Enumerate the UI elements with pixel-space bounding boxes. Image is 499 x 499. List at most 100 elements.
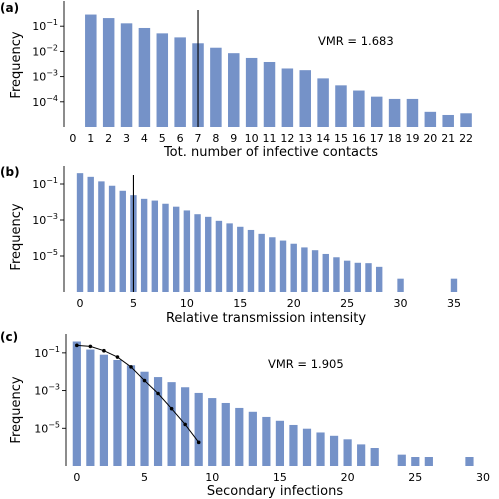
x-tick-label: 10	[180, 297, 194, 310]
panel-b-y-ticks: 10−5 10−3 10−1	[32, 176, 64, 263]
bar	[365, 263, 372, 292]
bar	[311, 250, 319, 292]
panel-a-x-ticks: 0 1 2 3 4 5 6 7 8 9 10 11 12 13 14 15 16 17 18 19 20 21 22	[69, 132, 473, 145]
x-tick-label: 15	[334, 132, 348, 145]
bar	[228, 53, 240, 127]
x-tick-label: 5	[159, 132, 166, 145]
bar	[156, 33, 169, 127]
panel-b-label: (b)	[0, 165, 20, 179]
y-tick-label: 10−3	[32, 69, 58, 84]
bar	[329, 435, 339, 466]
bar	[248, 411, 257, 466]
bar	[153, 377, 163, 466]
bar	[317, 78, 329, 127]
panel-c: (c) 10−5 10−3 10−1 0 5 10 15 20 25 30 VMR = 1.90…	[0, 330, 490, 499]
bar	[370, 448, 379, 466]
bar	[72, 341, 81, 466]
bar	[442, 114, 454, 127]
fit-point	[129, 365, 133, 369]
bar	[99, 354, 109, 466]
fit-point	[102, 348, 106, 353]
panel-c-label: (c)	[0, 330, 18, 344]
x-tick-label: 11	[263, 132, 277, 145]
panel-c-y-ticks: 10−5 10−3 10−1	[34, 345, 66, 435]
bar	[174, 37, 186, 127]
x-tick-label: 0	[73, 471, 80, 484]
bar	[138, 27, 151, 127]
bar	[289, 424, 298, 466]
x-tick-label: 12	[280, 132, 294, 145]
x-tick-label: 4	[141, 132, 148, 145]
panel-a-y-ticks: 10−4 10−3 10−2 10−1	[32, 18, 64, 109]
x-tick-label: 14	[316, 132, 330, 145]
bar	[245, 57, 258, 128]
bar	[269, 237, 276, 292]
x-tick-label: 5	[141, 471, 148, 484]
panel-b-x-label: Relative transmission intensity	[166, 311, 366, 326]
bar	[465, 457, 474, 466]
panel-a-bars	[85, 14, 472, 128]
panel-b-bars	[76, 173, 458, 292]
bar	[316, 432, 325, 466]
x-tick-label: 15	[233, 297, 247, 310]
x-tick-label: 1	[87, 132, 94, 145]
bar	[194, 214, 201, 292]
panel-a-vmr-annotation: VMR = 1.683	[318, 34, 394, 48]
x-tick-label: 13	[298, 132, 312, 145]
bar	[357, 444, 366, 466]
panel-c-x-ticks: 0 5 10 15 20 25 30	[73, 471, 490, 484]
bar	[98, 181, 105, 292]
bar	[397, 278, 404, 292]
bar	[258, 233, 265, 292]
x-tick-label: 5	[130, 297, 137, 310]
bar	[226, 223, 233, 292]
x-tick-label: 20	[423, 132, 437, 145]
panel-a-label: (a)	[0, 1, 19, 15]
y-tick-label: 10−1	[32, 176, 58, 191]
x-tick-label: 2	[105, 132, 112, 145]
bar	[120, 23, 133, 127]
bar	[354, 262, 362, 292]
bar	[262, 416, 271, 466]
bar	[375, 266, 383, 292]
bar	[113, 359, 122, 466]
bar	[108, 185, 116, 292]
bar	[299, 70, 311, 127]
bar	[343, 439, 352, 466]
bar	[140, 371, 149, 466]
x-tick-label: 17	[370, 132, 384, 145]
fit-curve	[76, 344, 200, 443]
bar	[460, 113, 472, 127]
bar	[210, 47, 222, 127]
x-tick-label: 8	[212, 132, 219, 145]
bar	[237, 226, 244, 292]
bar	[181, 387, 190, 466]
x-tick-label: 18	[388, 132, 402, 145]
panel-c-x-label: Secondary infections	[207, 484, 343, 499]
bar	[162, 203, 169, 292]
x-tick-label: 21	[441, 132, 455, 145]
bar	[263, 61, 276, 127]
fit-point	[75, 343, 79, 348]
x-tick-label: 6	[177, 132, 184, 145]
x-tick-label: 22	[459, 132, 473, 145]
bar	[370, 96, 383, 127]
y-tick-label: 10−1	[34, 345, 60, 360]
bar	[235, 407, 244, 466]
bar	[205, 216, 212, 292]
panel-c-vmr-annotation: VMR = 1.905	[268, 357, 344, 371]
bar	[172, 206, 180, 292]
x-tick-label: 35	[447, 297, 461, 310]
bar	[102, 18, 115, 127]
bar	[247, 229, 255, 292]
x-tick-label: 16	[352, 132, 366, 145]
x-tick-label: 19	[405, 132, 419, 145]
y-tick-label: 10−3	[32, 212, 58, 227]
bar	[208, 398, 217, 466]
bar	[424, 457, 433, 466]
bar	[279, 240, 287, 292]
x-tick-label: 15	[273, 471, 287, 484]
bar	[290, 243, 297, 292]
fit-point	[183, 422, 187, 427]
